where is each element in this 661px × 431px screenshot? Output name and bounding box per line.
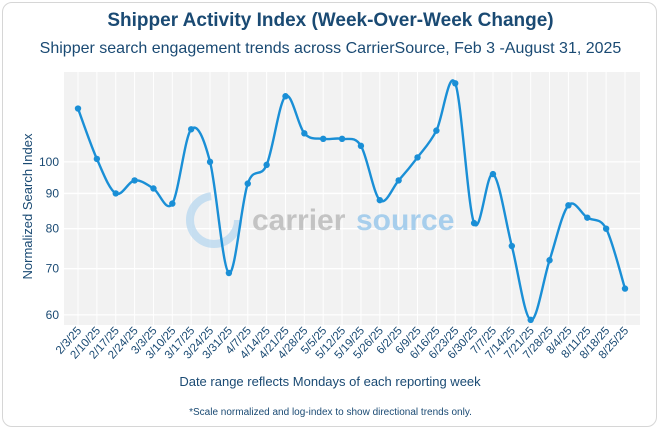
plot-area <box>64 72 640 325</box>
data-point <box>508 242 516 250</box>
data-point <box>74 105 82 112</box>
data-point <box>621 285 629 292</box>
data-point <box>470 219 478 227</box>
data-point <box>244 180 251 187</box>
data-point <box>565 202 572 209</box>
data-point <box>584 214 591 221</box>
chart-subtitle: Shipper search engagement trends across … <box>39 40 622 57</box>
y-tick-label: 60 <box>46 308 60 322</box>
data-point <box>93 155 101 163</box>
data-point <box>338 135 346 143</box>
y-tick-label: 80 <box>46 222 60 236</box>
y-tick-label: 100 <box>39 155 59 169</box>
grid-lines <box>64 72 640 325</box>
data-point <box>169 200 176 207</box>
data-point <box>206 158 214 166</box>
watermark: carrier source <box>186 192 454 248</box>
data-point <box>395 177 402 184</box>
watermark-logo-icon <box>186 192 242 248</box>
y-tick-label: 90 <box>46 186 60 200</box>
x-axis-label: Date range reflects Mondays of each repo… <box>179 374 481 389</box>
watermark-text-carrier: carrier <box>252 204 346 237</box>
data-point <box>357 142 365 150</box>
data-point <box>376 196 383 204</box>
data-point <box>282 93 289 100</box>
data-point <box>112 190 119 197</box>
data-point <box>187 126 195 133</box>
data-point <box>489 170 497 178</box>
chart-footnote: *Scale normalized and log-index to show … <box>189 407 472 418</box>
data-points <box>74 80 629 324</box>
data-point <box>320 135 327 143</box>
y-tick-label: 70 <box>46 262 60 276</box>
data-point <box>433 127 440 134</box>
data-point <box>225 269 233 277</box>
x-axis-ticks: 2/3/252/10/252/17/252/24/253/3/253/10/25… <box>54 325 631 362</box>
data-point <box>263 161 270 169</box>
data-point <box>452 80 459 87</box>
chart-title: Shipper Activity Index (Week-Over-Week C… <box>107 10 554 31</box>
watermark-text-source: source <box>356 204 454 237</box>
data-point <box>131 177 138 184</box>
y-axis-ticks: 60 70 80 90 100 <box>39 155 59 322</box>
data-point <box>602 225 610 232</box>
y-axis-label: Normalized Search Index <box>20 133 35 279</box>
data-point <box>527 316 534 324</box>
data-point <box>150 185 157 192</box>
data-point <box>414 154 421 161</box>
data-point <box>301 130 308 137</box>
data-point <box>546 257 553 264</box>
